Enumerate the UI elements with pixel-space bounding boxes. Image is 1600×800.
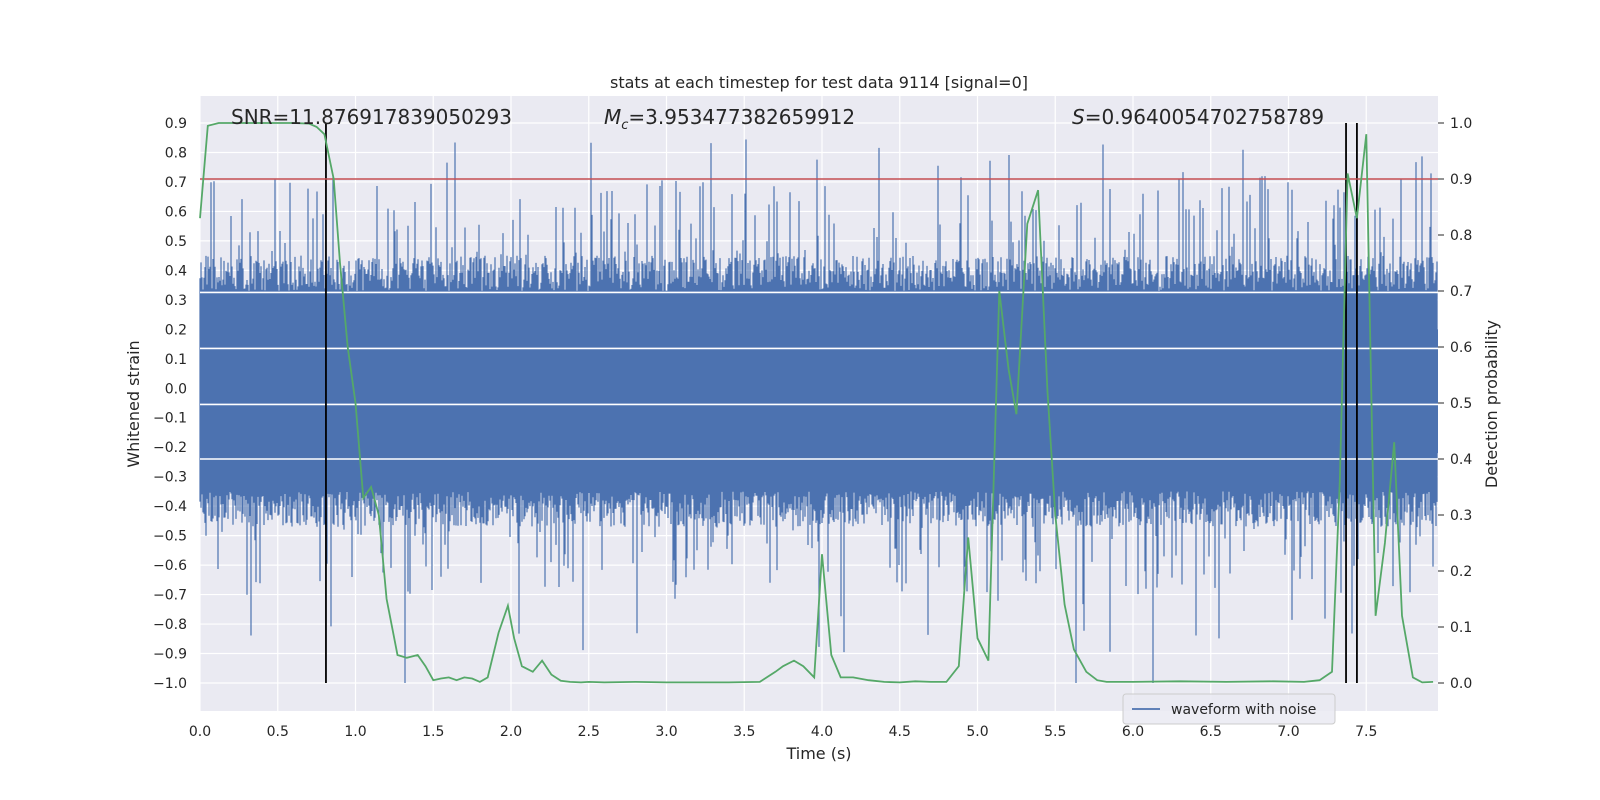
x-tick-label: 7.0 (1277, 724, 1299, 740)
y-tick-label: 0.8 (165, 145, 187, 161)
y-axis-label: Whitened strain (124, 340, 143, 467)
legend: waveform with noise (1122, 693, 1336, 725)
y2-tick-label: 1.0 (1450, 116, 1472, 132)
y-tick-label: −1.0 (153, 676, 187, 692)
x-tick-label: 4.5 (889, 724, 911, 740)
x-tick-label: 0.5 (267, 724, 289, 740)
x-tick-label: 3.5 (733, 724, 755, 740)
y2-axis-label: Detection probability (1482, 320, 1501, 488)
x-tick-label: 4.0 (811, 724, 833, 740)
y-tick-label: −0.6 (153, 558, 187, 574)
y2-tick-label: 0.6 (1450, 340, 1472, 356)
waveform-series (199, 139, 1438, 683)
y2-tick-label: 0.7 (1450, 284, 1472, 300)
y-tick-label: 0.4 (165, 263, 187, 279)
y-tick-label: −0.7 (153, 588, 187, 604)
chart-title: stats at each timestep for test data 911… (610, 73, 1028, 92)
y2-tick-label: 0.4 (1450, 452, 1472, 468)
legend-label: waveform with noise (1171, 702, 1316, 718)
x-tick-label: 5.5 (1044, 724, 1066, 740)
y2-tick-label: 0.1 (1450, 620, 1472, 636)
y-tick-label: −0.2 (153, 440, 187, 456)
chirp-mass-value: =3.953477382659912 (628, 105, 855, 129)
y2-tick-label: 0.0 (1450, 676, 1472, 692)
x-axis-ticks: 0.0 0.5 1.0 1.5 2.0 2.5 3.0 3.5 4.0 4.5 5.0 5.5 6.0 6… (189, 724, 1378, 740)
y2-tick-label: 0.5 (1450, 396, 1472, 412)
chirp-mass-annotation: Mc=3.953477382659912 (604, 105, 855, 133)
x-tick-label: 5.0 (966, 724, 988, 740)
y-tick-label: 0.5 (165, 234, 187, 250)
y-tick-label: 0.7 (165, 175, 187, 191)
y2-axis-ticks: 1.0 0.9 0.8 0.7 0.6 0.5 0.4 0.3 0.2 0.1 0.0 (1438, 116, 1472, 692)
waveform-core-band (200, 329, 1438, 454)
y2-tick-label: 0.2 (1450, 564, 1472, 580)
y-tick-label: 0.1 (165, 352, 187, 368)
x-tick-label: 3.0 (655, 724, 677, 740)
y-tick-label: 0.6 (165, 204, 187, 220)
x-tick-label: 7.5 (1355, 724, 1377, 740)
x-tick-label: 2.5 (578, 724, 600, 740)
y-tick-label: 0.9 (165, 116, 187, 132)
y2-tick-label: 0.3 (1450, 508, 1472, 524)
x-tick-label: 6.0 (1122, 724, 1144, 740)
score-annotation: S=0.9640054702758789 (1072, 105, 1324, 129)
x-tick-label: 1.0 (344, 724, 366, 740)
y2-tick-label: 0.8 (1450, 228, 1472, 244)
legend-box (1122, 693, 1336, 725)
y-tick-label: −0.4 (153, 499, 187, 515)
y-tick-label: −0.1 (153, 411, 187, 427)
chirp-mass-symbol: M (604, 105, 621, 129)
x-tick-label: 6.5 (1200, 724, 1222, 740)
y-tick-label: 0.3 (165, 293, 187, 309)
y2-tick-label: 0.9 (1450, 172, 1472, 188)
chirp-mass-subscript: c (621, 118, 628, 133)
snr-annotation: SNR=11.876917839050293 (231, 105, 512, 129)
x-tick-label: 2.0 (500, 724, 522, 740)
y-tick-label: −0.3 (153, 470, 187, 486)
x-tick-label: 0.0 (189, 724, 211, 740)
y-tick-label: 0.0 (165, 381, 187, 397)
y-tick-label: 0.2 (165, 322, 187, 338)
x-axis-label: Time (s) (785, 744, 851, 763)
y-tick-label: −0.5 (153, 529, 187, 545)
score-symbol: S (1072, 105, 1085, 129)
x-tick-label: 1.5 (422, 724, 444, 740)
score-value: =0.9640054702758789 (1085, 105, 1324, 129)
y-tick-label: −0.8 (153, 617, 187, 633)
y-tick-label: −0.9 (153, 647, 187, 663)
detection-probability-series (199, 122, 1434, 684)
y-axis-ticks: 0.9 0.8 0.7 0.6 0.5 0.4 0.3 0.2 0.1 0.0 −0.1 −0.2 −0… (153, 116, 187, 692)
